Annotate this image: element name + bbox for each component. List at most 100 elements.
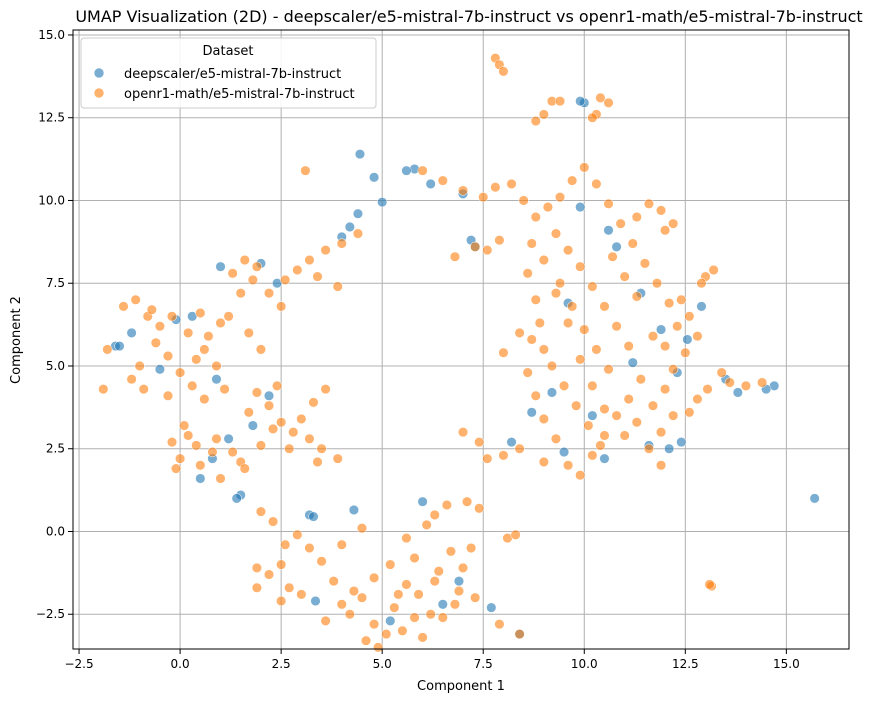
openr1-point [615,218,626,229]
openr1-point [227,268,238,279]
openr1-point [304,255,315,266]
openr1-point [538,456,549,468]
openr1-point [554,278,566,289]
x-tick-label: 12.5 [672,657,699,671]
deepscaler-point [211,374,222,385]
deepscaler-point [627,357,638,368]
grid-lines [73,30,849,649]
openr1-point [457,562,469,573]
openr1-point [474,437,485,448]
openr1-point [619,430,630,441]
openr1-point [518,195,529,206]
openr1-point [417,632,428,643]
openr1-point [199,394,210,405]
openr1-point [352,228,363,239]
deepscaler-point [575,96,586,107]
openr1-point [360,635,372,646]
openr1-point [332,453,343,464]
openr1-point [276,301,287,312]
openr1-point [207,446,218,458]
deepscaler-point [417,496,428,507]
openr1-point [183,430,194,441]
openr1-point [251,562,262,573]
openr1-point [409,612,420,623]
openr1-point [567,175,578,186]
openr1-point [587,380,598,391]
openr1-point [179,420,190,431]
openr1-point [643,443,654,454]
openr1-point [474,503,485,514]
openr1-point [538,344,549,355]
legend-marker-deepscaler [93,67,105,79]
openr1-point [530,390,541,401]
openr1-point [538,109,549,120]
deepscaler-point [587,410,598,421]
openr1-point [631,417,642,428]
deepscaler-point [154,364,165,375]
x-tick-label: 5.0 [373,657,392,671]
openr1-point [175,453,186,464]
openr1-point [526,334,537,345]
openr1-point [647,400,659,411]
openr1-point [716,367,727,378]
openr1-point [668,218,679,229]
openr1-point [373,642,384,653]
deepscaler-point [354,149,366,160]
openr1-point [494,235,505,246]
y-tick-label: 12.5 [38,111,65,125]
openr1-point [445,546,456,557]
openr1-point [247,274,258,285]
deepscaler-point [195,473,206,484]
x-tick-label: −2.5 [64,657,93,671]
openr1-point [449,251,460,262]
openr1-point [462,496,473,507]
openr1-point [429,509,440,520]
openr1-point [272,380,283,391]
deepscaler-point [696,301,707,312]
openr1-point [166,311,178,322]
openr1-point [676,294,687,305]
openr1-point [417,165,428,176]
openr1-point [526,238,537,249]
openr1-point [724,377,735,388]
openr1-point [191,440,202,451]
openr1-point [656,427,667,438]
openr1-point [514,327,525,338]
legend-box [80,37,377,109]
legend-label-openr1: openr1-math/e5-mistral-7b-instruct [124,87,355,102]
plot-frame [72,29,850,650]
openr1-point [587,450,598,461]
deepscaler-point [348,504,359,516]
openr1-point [595,92,606,103]
deepscaler-point [437,599,448,610]
deepscaler-point [732,387,743,398]
openr1-point [587,112,598,123]
plot-points [98,53,820,653]
x-tick-label: 7.5 [474,657,493,671]
openr1-point [413,589,424,600]
openr1-point [538,413,549,424]
openr1-point [478,192,489,203]
openr1-point [429,576,440,587]
openr1-point [150,337,161,348]
chart-title: UMAP Visualization (2D) - deepscaler/e5-… [75,7,862,26]
openr1-point [639,258,650,269]
deepscaler-point [247,420,258,431]
openr1-point [498,66,509,77]
openr1-point [708,264,719,276]
openr1-point [255,440,266,451]
openr1-point [668,364,679,375]
openr1-point [702,384,713,395]
openr1-point [239,463,250,474]
openr1-point [356,592,368,603]
openr1-point [599,403,610,415]
legend-marker-openr1 [93,87,105,99]
openr1-point [243,327,254,338]
openr1-point [510,529,521,540]
openr1-point [680,347,691,358]
openr1-point [227,446,238,458]
y-tick-label: 15.0 [38,28,65,42]
openr1-point [603,97,614,108]
openr1-point [506,178,517,189]
openr1-point [672,321,683,332]
